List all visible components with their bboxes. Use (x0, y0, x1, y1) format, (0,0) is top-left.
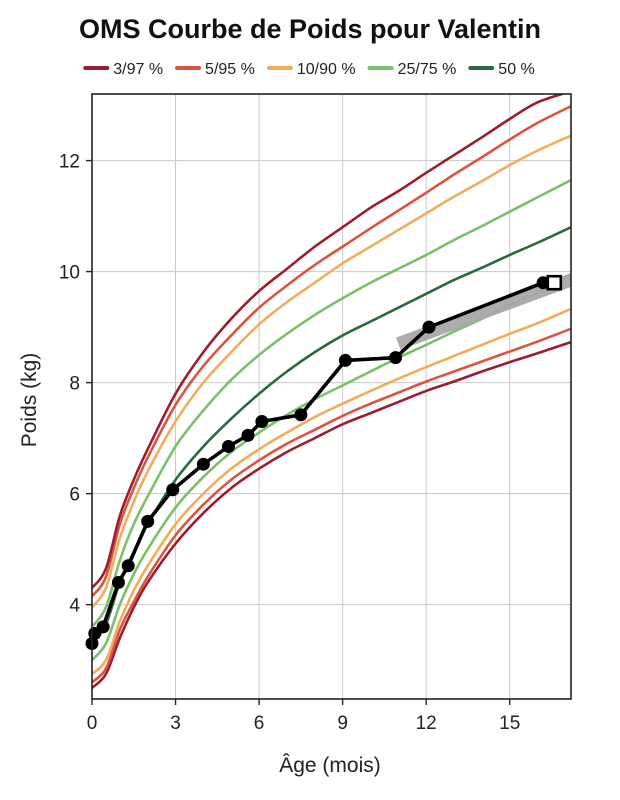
legend-label: 10/90 % (297, 61, 356, 78)
legend-label: 5/95 % (205, 61, 255, 78)
series-point-last (546, 274, 563, 291)
series-point (141, 514, 155, 528)
percentile-line-p50 (92, 226, 571, 645)
series-point (196, 457, 210, 471)
percentile-line-p10 (92, 307, 571, 676)
series-point (338, 353, 352, 367)
series-point (111, 575, 125, 589)
series-point (96, 620, 110, 634)
legend-label: 50 % (498, 61, 534, 78)
legend: 3/97 % 5/95 % 10/90 % 25/75 % 50 % (83, 61, 535, 78)
percentile-curves (92, 94, 571, 689)
legend-label: 25/75 % (398, 61, 457, 78)
x-axis-label: Âge (mois) (279, 754, 381, 777)
x-tick-label: 3 (170, 713, 181, 734)
series-point (121, 559, 135, 573)
series-point (422, 320, 436, 334)
series-point (166, 483, 180, 497)
series-point (294, 408, 308, 422)
series-line (90, 280, 555, 644)
x-tick-label: 12 (416, 713, 437, 734)
trend-band (396, 273, 571, 350)
y-tick-label: 4 (69, 596, 80, 617)
series-point (241, 428, 255, 442)
plot-frame (91, 93, 572, 700)
x-tick-label: 6 (254, 713, 265, 734)
percentile-line-p95 (92, 105, 571, 598)
y-axis-ticks: 4 6 8 10 12 (59, 152, 92, 617)
data-series (85, 274, 563, 650)
percentile-line-p97 (92, 94, 567, 589)
chart-title: OMS Courbe de Poids pour Valentin (79, 14, 541, 44)
y-tick-label: 10 (59, 263, 80, 284)
x-axis-ticks: 0 3 6 9 12 15 (87, 699, 520, 734)
series-point (389, 351, 403, 365)
trend-band (396, 273, 571, 350)
percentile-line-p90 (92, 134, 571, 609)
series-point (221, 439, 235, 453)
x-tick-label: 15 (499, 713, 520, 734)
percentile-line-p75 (92, 178, 571, 628)
series-point (536, 276, 550, 290)
legend-label: 3/97 % (113, 61, 163, 78)
y-axis-label: Poids (kg) (18, 353, 41, 448)
percentile-line-p3 (92, 340, 571, 689)
y-tick-label: 12 (59, 152, 80, 173)
percentile-line-p5 (92, 327, 571, 684)
series-point (255, 414, 269, 428)
grid (91, 94, 571, 699)
x-tick-label: 0 (87, 713, 98, 734)
y-tick-label: 8 (69, 374, 80, 395)
x-tick-label: 9 (337, 713, 348, 734)
y-tick-label: 6 (69, 485, 80, 506)
